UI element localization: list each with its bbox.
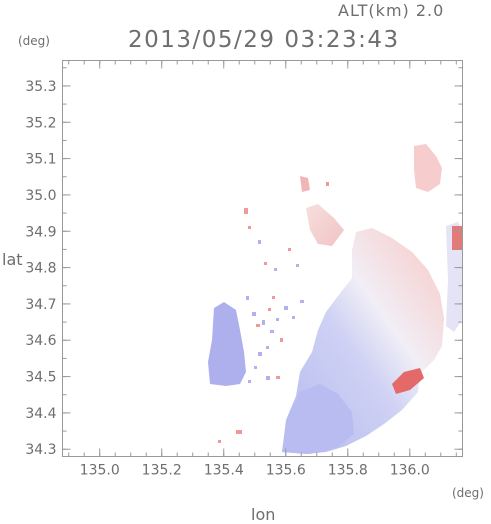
y-axis-label: lat [2,250,23,269]
y-tick-label: 35.2 [25,115,56,131]
echo-west-cell [208,302,246,386]
timestamp-title: 2013/05/29 03:23:43 [128,27,400,53]
echo-field [208,144,462,454]
y-tick-label: 34.9 [25,224,56,240]
clutter-points [246,240,304,383]
y-tick-label: 35.0 [25,188,56,204]
echo-south-lobe [282,384,354,454]
y-tick-label: 34.6 [25,333,56,349]
echo-northeast-strip [300,176,310,192]
x-axis-label: lon [251,505,276,524]
x-tick-label: 135.4 [204,463,244,479]
y-tick-label: 35.1 [25,152,56,168]
y-tick-label: 34.7 [25,297,56,313]
x-tick-label: 135.6 [266,463,306,479]
altitude-label: ALT(km) 2.0 [338,1,445,20]
plot-frame [62,60,463,457]
x-tick-label: 136.0 [390,463,430,479]
echo-northeast [306,204,344,246]
x-tick-label: 135.8 [328,463,368,479]
y-tick-label: 34.8 [25,261,56,277]
x-tick-label: 135.2 [142,463,182,479]
y-tick-label: 34.4 [25,406,56,422]
axis-ticks: 135.0 135.2 135.4 135.6 135.8 136.0 35.3 35.2 35… [25,60,463,479]
y-tick-label: 34.3 [25,442,56,458]
x-unit-label: (deg) [452,486,484,500]
x-tick-label: 135.0 [80,463,120,479]
echo-strong-patch [392,368,424,394]
y-tick-label: 35.3 [25,79,56,95]
y-tick-label: 34.5 [25,370,56,386]
echo-far-northeast [414,144,442,192]
y-unit-label: (deg) [18,34,50,48]
